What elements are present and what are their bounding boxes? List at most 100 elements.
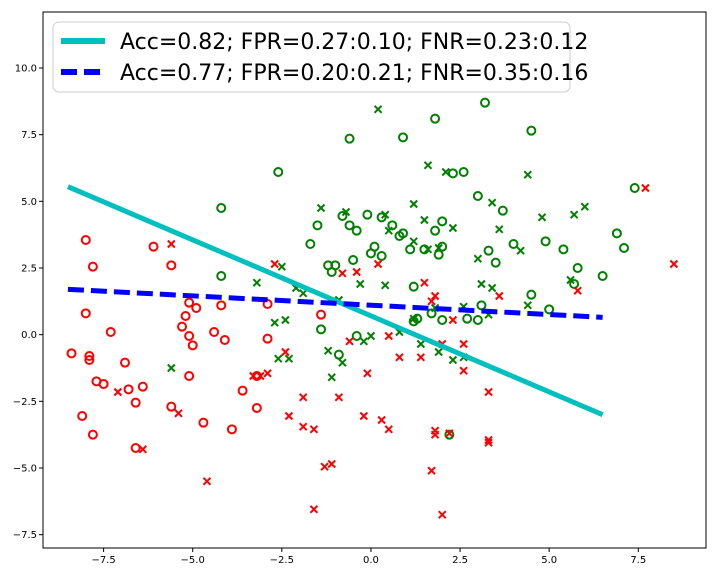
data-point-red-circle [184, 371, 195, 381]
data-point-green-circle [344, 220, 355, 231]
data-point-red-circle [130, 443, 141, 453]
data-point-green-circle [497, 205, 508, 216]
data-point-red-x [669, 259, 679, 269]
data-point-green-circle [362, 209, 373, 220]
data-point-green-circle [351, 225, 362, 236]
series-red-x [113, 183, 679, 519]
data-point-green-x [366, 331, 376, 341]
data-point-red-x [202, 477, 212, 486]
data-point-green-circle [376, 212, 387, 223]
data-point-green-circle [458, 167, 469, 177]
data-point-red-x [495, 291, 504, 301]
data-point-green-x [277, 262, 287, 271]
data-point-green-circle [344, 133, 355, 144]
data-point-green-circle [437, 315, 448, 325]
data-point-green-x [167, 363, 176, 373]
data-point-green-circle [430, 113, 441, 124]
data-point-red-circle [180, 311, 191, 321]
data-point-red-x [438, 510, 447, 519]
data-point-green-circle [337, 211, 348, 221]
data-point-green-circle [316, 324, 327, 335]
data-point-green-circle [447, 168, 458, 179]
data-point-red-x [138, 445, 148, 454]
x-tick-label: 5.0 [541, 555, 557, 566]
data-point-red-x [284, 411, 294, 421]
data-point-red-x [484, 438, 493, 447]
data-point-green-circle [408, 281, 419, 292]
data-point-green-x [416, 339, 426, 349]
data-point-green-x [516, 246, 525, 255]
data-point-red-x [299, 422, 308, 431]
data-point-red-circle [87, 261, 98, 272]
data-point-green-circle [508, 239, 519, 249]
data-point-green-x [477, 279, 486, 289]
y-tick-label: 2.5 [21, 264, 37, 275]
y-tick-label: 10.0 [15, 64, 37, 75]
data-layer [66, 97, 679, 519]
data-point-green-x [270, 318, 279, 327]
data-point-green-x [338, 358, 347, 367]
data-point-red-x [281, 347, 290, 357]
y-tick-label: −2.5 [13, 397, 37, 408]
data-point-green-x [495, 225, 504, 234]
data-point-red-x [395, 353, 404, 362]
data-point-red-circle [80, 308, 91, 319]
data-point-red-x [430, 291, 440, 301]
data-point-green-circle [405, 244, 416, 255]
data-point-red-circle [219, 335, 230, 345]
data-point-green-circle [490, 257, 501, 268]
data-point-red-circle [87, 429, 98, 440]
legend-box [52, 21, 571, 93]
data-point-red-x [309, 425, 319, 434]
data-point-red-x [345, 337, 354, 346]
data-point-green-x [487, 198, 497, 207]
data-point-red-x [641, 183, 650, 193]
data-point-green-x [281, 315, 290, 325]
data-point-red-circle [237, 385, 248, 396]
data-point-green-circle [376, 251, 387, 261]
data-point-green-circle [348, 255, 359, 265]
data-point-red-circle [187, 340, 198, 351]
data-point-green-circle [476, 300, 487, 311]
y-axis-ticks: −7.5 −5.0 −2.5 0.0 2.5 5.0 7.5 10.0 [13, 64, 43, 541]
data-point-red-x [427, 466, 436, 475]
data-point-green-x [448, 355, 458, 365]
data-point-green-circle [472, 315, 483, 325]
data-point-green-circle [426, 308, 437, 319]
data-point-red-x [484, 387, 493, 397]
data-point-green-x [473, 254, 483, 263]
y-tick-label: 5.0 [21, 197, 37, 208]
data-point-green-circle [351, 331, 362, 341]
data-point-red-x [249, 371, 258, 381]
data-point-green-circle [216, 271, 227, 281]
data-point-green-x [420, 215, 429, 225]
data-point-green-circle [433, 249, 444, 260]
x-tick-label: −7.5 [91, 555, 115, 566]
data-point-green-x [384, 226, 393, 235]
y-tick-label: −5.0 [13, 464, 37, 475]
data-point-green-x [284, 354, 294, 363]
y-tick-label: −7.5 [13, 530, 37, 541]
y-tick-label: 7.5 [21, 130, 37, 141]
data-point-green-x [580, 202, 590, 211]
x-tick-label: −2.5 [270, 555, 294, 566]
data-point-red-x [174, 409, 183, 418]
data-point-red-circle [209, 327, 220, 337]
data-point-green-circle [572, 263, 583, 273]
data-point-red-x [373, 259, 383, 269]
data-point-red-x [377, 415, 386, 425]
data-point-green-circle [462, 313, 473, 324]
data-point-red-circle [184, 331, 195, 341]
data-point-green-circle [526, 289, 537, 300]
data-point-red-circle [66, 348, 77, 359]
series-green-circle [216, 97, 640, 440]
legend-label-2: Acc=0.77; FPR=0.20:0.21; FNR=0.35:0.16 [120, 61, 588, 86]
data-point-red-x [459, 366, 468, 375]
classifier-line-2 [67, 286, 603, 320]
x-tick-label: 0.0 [363, 555, 379, 566]
data-point-green-circle [273, 167, 284, 177]
data-point-red-x [309, 505, 319, 514]
data-point-green-circle [398, 132, 409, 143]
data-point-green-x [409, 237, 418, 246]
